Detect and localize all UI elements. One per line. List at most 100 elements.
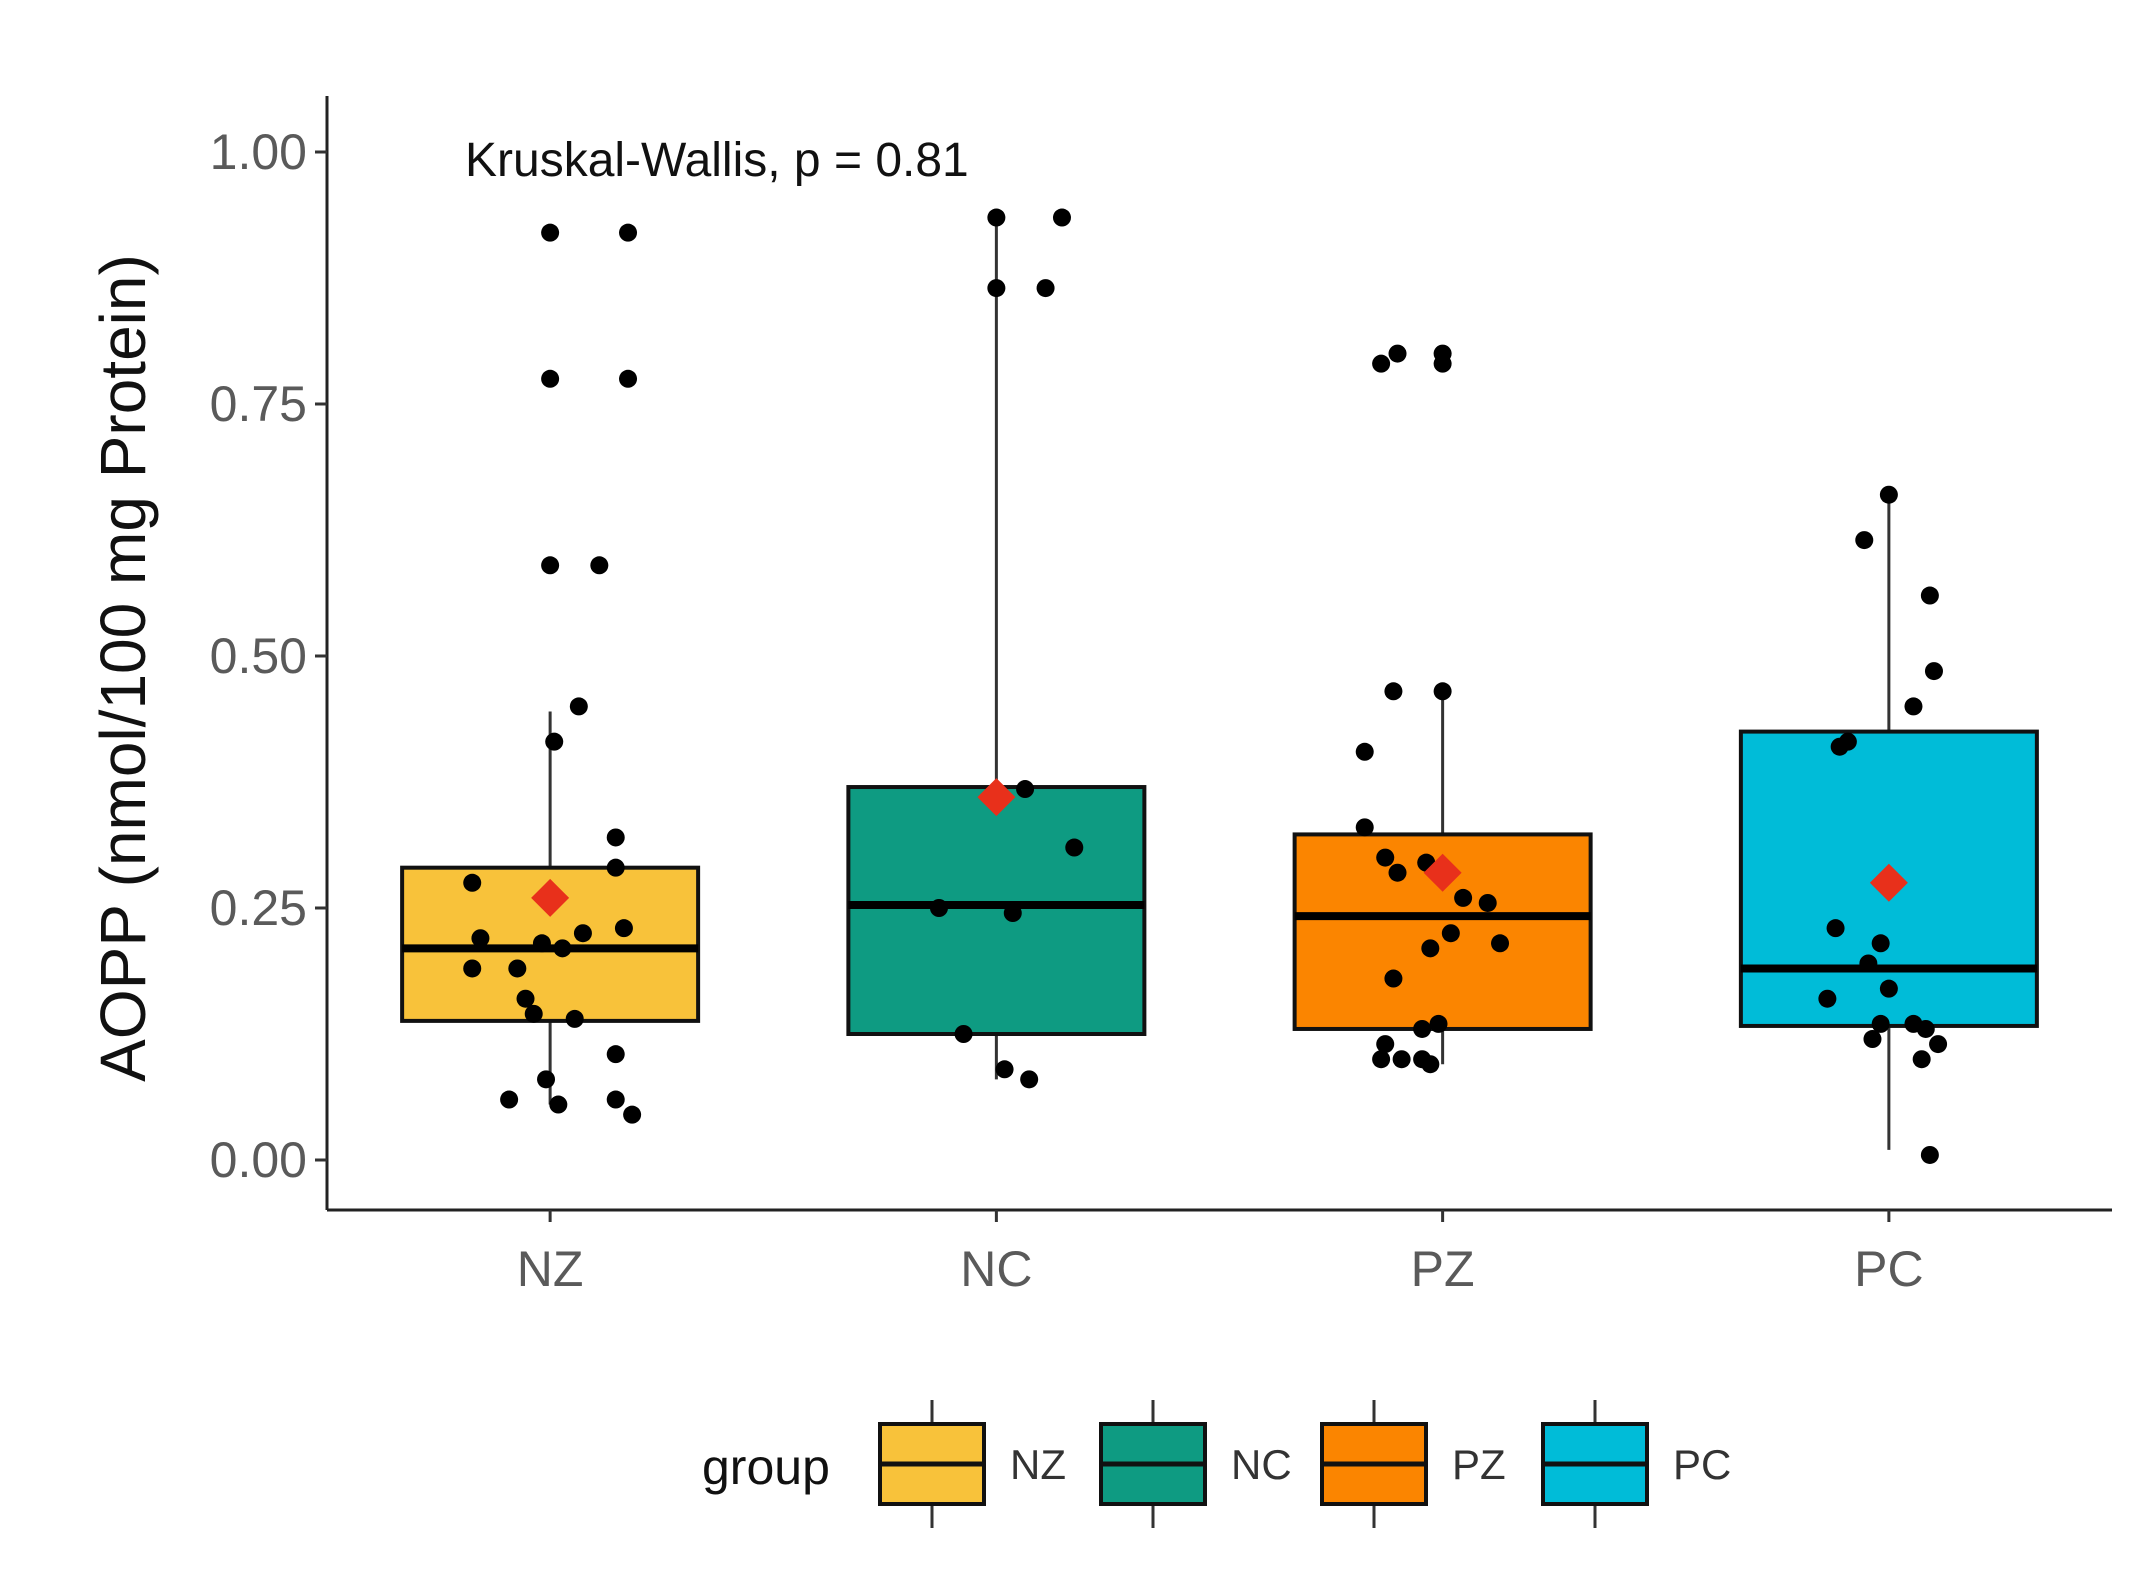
data-point bbox=[524, 1004, 543, 1023]
data-point bbox=[954, 1025, 973, 1043]
data-point bbox=[541, 556, 560, 575]
data-point bbox=[541, 369, 560, 388]
data-point bbox=[1863, 1030, 1882, 1049]
mean-marker bbox=[1869, 863, 1908, 902]
data-point bbox=[1855, 531, 1874, 550]
y-tick-label: 0.25 bbox=[210, 880, 307, 936]
axes: 0.00 0.25 0.50 0.75 1.00 NZ NC PZ PC bbox=[210, 96, 2112, 1297]
data-point bbox=[1433, 354, 1452, 373]
data-point bbox=[1818, 989, 1837, 1008]
data-point bbox=[606, 1090, 625, 1109]
data-point bbox=[590, 556, 609, 575]
legend-label: PC bbox=[1673, 1441, 1731, 1488]
group-pz bbox=[1292, 344, 1593, 1074]
data-point bbox=[1433, 682, 1452, 701]
y-axis-title: AOPP (nmol/100 mg Protein) bbox=[87, 254, 159, 1082]
data-point bbox=[508, 959, 527, 978]
data-point bbox=[1924, 662, 1943, 681]
data-point bbox=[1912, 1050, 1931, 1069]
data-point bbox=[1016, 780, 1035, 799]
legend-title: group bbox=[702, 1439, 830, 1495]
plot-area bbox=[400, 208, 2039, 1164]
data-point bbox=[569, 697, 588, 716]
data-point bbox=[619, 369, 638, 388]
data-point bbox=[606, 1045, 625, 1064]
data-point bbox=[500, 1090, 519, 1109]
kruskal-wallis-annotation: Kruskal-Wallis, p = 0.81 bbox=[465, 134, 969, 187]
x-tick-label: PC bbox=[1854, 1241, 1923, 1297]
data-point bbox=[1036, 279, 1055, 298]
mean-marker bbox=[1423, 853, 1462, 892]
data-point bbox=[1413, 1019, 1432, 1038]
data-point bbox=[1372, 354, 1391, 373]
data-point bbox=[1441, 924, 1460, 943]
data-point bbox=[541, 223, 560, 242]
x-tick-label: NZ bbox=[517, 1241, 584, 1297]
data-point bbox=[549, 1095, 568, 1114]
data-point bbox=[995, 1060, 1014, 1079]
data-point bbox=[1904, 697, 1923, 716]
y-tick-label: 0.50 bbox=[210, 628, 307, 684]
data-point bbox=[565, 1009, 584, 1028]
group-pc bbox=[1738, 485, 2039, 1164]
data-point bbox=[1376, 1035, 1395, 1054]
data-point bbox=[516, 989, 535, 1008]
data-point bbox=[1826, 919, 1845, 938]
y-tick-label: 0.75 bbox=[210, 376, 307, 432]
data-point bbox=[1355, 742, 1374, 761]
data-point bbox=[929, 899, 948, 917]
data-point bbox=[1020, 1070, 1039, 1089]
data-point bbox=[573, 924, 592, 943]
data-point bbox=[1454, 888, 1473, 907]
legend-label: PZ bbox=[1452, 1441, 1506, 1488]
data-point bbox=[1871, 934, 1890, 953]
data-point bbox=[987, 208, 1006, 227]
data-point bbox=[553, 939, 572, 958]
data-point bbox=[606, 828, 625, 847]
data-point bbox=[1478, 893, 1497, 912]
data-point bbox=[1830, 737, 1849, 756]
legend-label: NC bbox=[1231, 1441, 1292, 1488]
data-point bbox=[619, 223, 638, 242]
legend-key-nz: NZ bbox=[878, 1400, 1066, 1528]
data-point bbox=[1384, 682, 1403, 701]
box bbox=[846, 785, 1147, 1036]
data-point bbox=[1052, 208, 1071, 227]
data-point bbox=[1065, 838, 1084, 857]
mean-marker bbox=[977, 778, 1016, 817]
y-tick-label: 1.00 bbox=[210, 124, 307, 180]
data-point bbox=[1355, 818, 1374, 837]
data-point bbox=[1920, 1145, 1939, 1164]
data-point bbox=[1421, 1055, 1440, 1074]
data-point bbox=[623, 1105, 642, 1124]
y-tick-label: 0.00 bbox=[210, 1132, 307, 1188]
data-point bbox=[606, 858, 625, 877]
data-point bbox=[1916, 1019, 1935, 1038]
data-point bbox=[1879, 485, 1898, 504]
data-point bbox=[1929, 1035, 1948, 1054]
data-point bbox=[1388, 344, 1407, 363]
data-point bbox=[537, 1070, 556, 1089]
legend-key-nc: NC bbox=[1099, 1400, 1292, 1528]
data-point bbox=[614, 919, 633, 938]
data-point bbox=[1871, 1014, 1890, 1033]
data-point bbox=[987, 279, 1006, 298]
data-point bbox=[532, 934, 551, 953]
data-point bbox=[1384, 969, 1403, 988]
x-tick-label: PZ bbox=[1411, 1241, 1475, 1297]
legend-key-pz: PZ bbox=[1320, 1400, 1506, 1528]
legend: group NZ NC PZ PC bbox=[702, 1400, 1731, 1528]
legend-label: NZ bbox=[1010, 1441, 1066, 1488]
data-point bbox=[471, 929, 490, 948]
data-point bbox=[1429, 1014, 1448, 1033]
data-point bbox=[1372, 1050, 1391, 1069]
x-tick-label: NC bbox=[960, 1241, 1032, 1297]
mean-marker bbox=[531, 878, 570, 917]
data-point bbox=[1491, 934, 1510, 953]
data-point bbox=[463, 873, 482, 892]
group-nc bbox=[846, 208, 1147, 1089]
data-point bbox=[1003, 904, 1022, 923]
data-point bbox=[1920, 586, 1939, 605]
data-point bbox=[1859, 954, 1878, 973]
